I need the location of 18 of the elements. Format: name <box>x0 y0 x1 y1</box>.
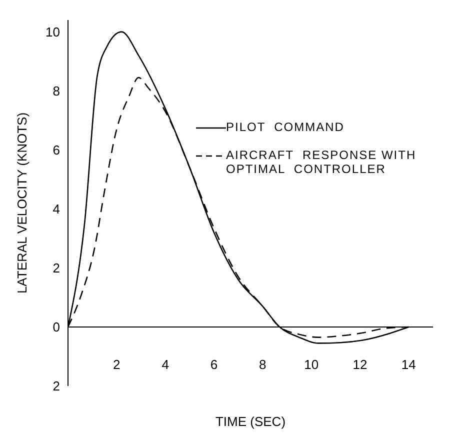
x-tick-label: 12 <box>352 357 368 372</box>
x-tick-label: 6 <box>210 357 218 372</box>
x-tick-label: 4 <box>162 357 169 372</box>
y-tick-label: 6 <box>52 142 60 158</box>
x-tick-label: 10 <box>304 357 319 372</box>
x-tick-label: 8 <box>259 357 266 372</box>
y-tick-label: 2 <box>52 260 60 276</box>
x-tick-label: 2 <box>113 357 120 372</box>
y-tick-label: 2 <box>52 378 60 394</box>
y-axis-title: LATERAL VELOCITY (KNOTS) <box>14 112 30 294</box>
x-axis-title: TIME (SEC) <box>215 414 286 429</box>
legend-label: PILOT COMMAND <box>226 120 346 134</box>
y-tick-label: 10 <box>46 24 60 40</box>
y-tick-label: 4 <box>52 202 60 217</box>
y-tick-label: 0 <box>52 320 60 335</box>
legend-label: AIRCRAFT RESPONSE WITH OPTIMAL CONTROLLER <box>226 148 418 176</box>
x-tick-label: 14 <box>401 357 416 372</box>
y-tick-label: 8 <box>52 83 60 98</box>
